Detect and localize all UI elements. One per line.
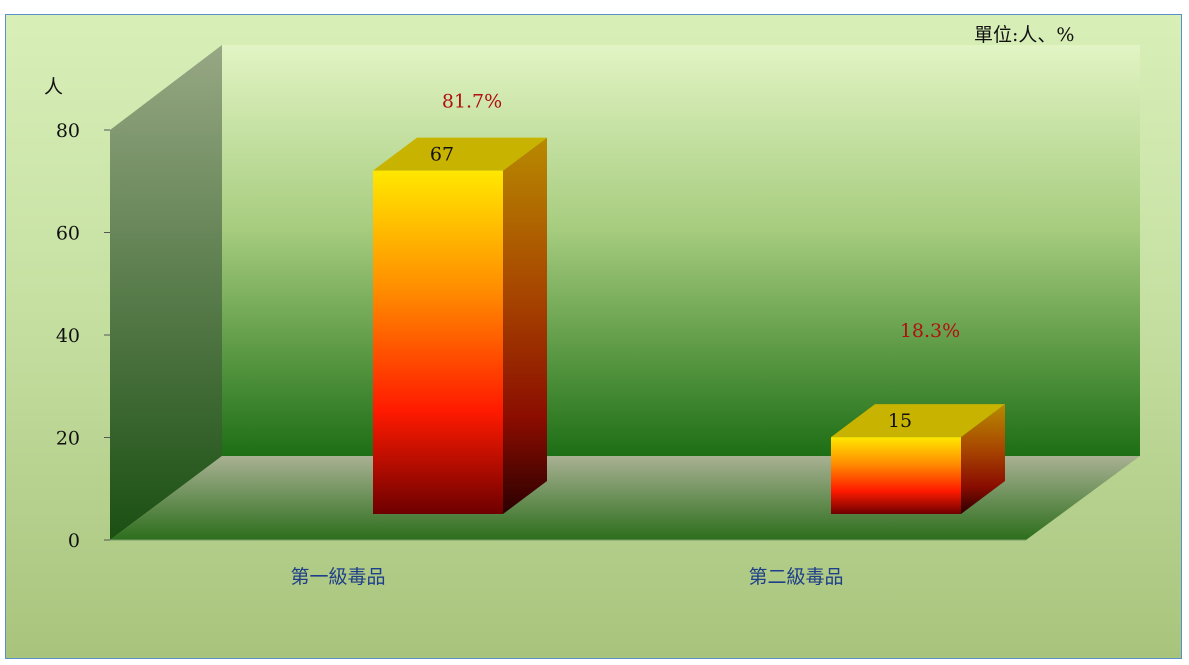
category-labels: 第一級毒品 第二級毒品 — [290, 566, 843, 588]
bar-value-label: 15 — [888, 410, 912, 432]
y-tick-label: 20 — [56, 428, 80, 450]
y-axis-label: 人 — [44, 76, 63, 98]
y-tick-label: 80 — [56, 120, 80, 142]
bar-top-face — [373, 137, 547, 171]
y-tick-label: 40 — [56, 325, 80, 347]
category-label: 第二級毒品 — [748, 566, 843, 588]
y-tick-label: 0 — [68, 530, 80, 552]
bar-top-face — [831, 404, 1005, 438]
bar-percent-label: 18.3% — [900, 320, 960, 342]
chart-side-wall — [110, 45, 222, 540]
bar-side-face — [503, 137, 547, 514]
bar-front-face — [373, 170, 503, 514]
bar-percent-label: 81.7% — [442, 91, 502, 113]
bar-front-face — [831, 437, 961, 514]
bar-value-label: 67 — [430, 144, 454, 166]
y-axis: 0 20 40 60 80 — [56, 120, 110, 552]
bars: 67 81.7% 15 18.3% — [373, 91, 1005, 514]
bar: 15 18.3% — [831, 320, 1005, 514]
bar-side-face — [961, 404, 1005, 514]
unit-label: 單位:人、% — [974, 24, 1074, 46]
chart-back-wall — [222, 45, 1140, 456]
bar: 67 81.7% — [373, 91, 547, 514]
category-label: 第一級毒品 — [290, 566, 385, 588]
y-tick-label: 60 — [56, 223, 80, 245]
